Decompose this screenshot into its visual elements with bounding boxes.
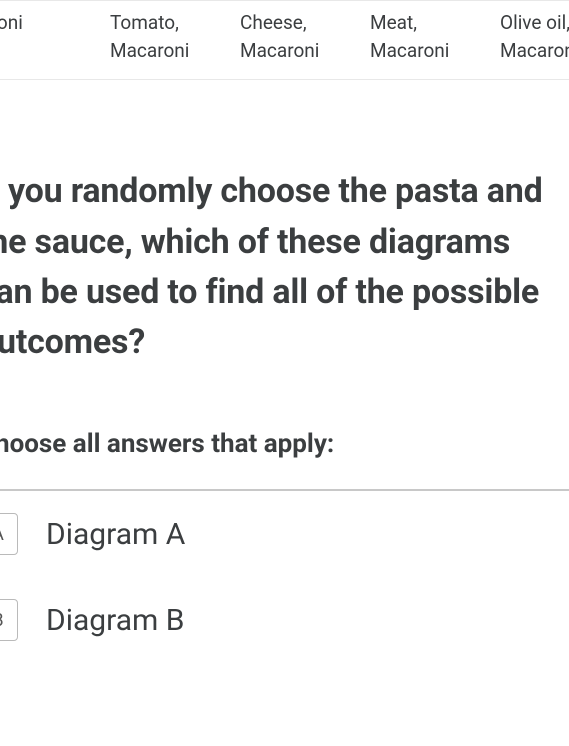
- choices-list: A Diagram A B Diagram B: [0, 489, 569, 661]
- table-cell: Tomato, Macaroni: [102, 9, 232, 65]
- table-cell: acaroni: [0, 9, 102, 65]
- choice-letter-box: A: [0, 513, 18, 555]
- instruction-text: Choose all answers that apply:: [0, 429, 569, 459]
- table-cell: Cheese, Macaroni: [232, 9, 362, 65]
- table-row: acaroni Tomato, Macaroni Cheese, Macaron…: [0, 0, 569, 80]
- choice-label: Diagram A: [46, 517, 185, 552]
- table-cell: Meat, Macaroni: [362, 9, 492, 65]
- question-text: If you randomly choose the pasta and the…: [0, 166, 569, 367]
- table-cell: Olive oil, Macaroni: [492, 9, 569, 65]
- choice-option-a[interactable]: A Diagram A: [0, 491, 569, 575]
- choice-option-b[interactable]: B Diagram B: [0, 575, 569, 661]
- choice-label: Diagram B: [46, 603, 185, 638]
- choice-letter-box: B: [0, 599, 18, 641]
